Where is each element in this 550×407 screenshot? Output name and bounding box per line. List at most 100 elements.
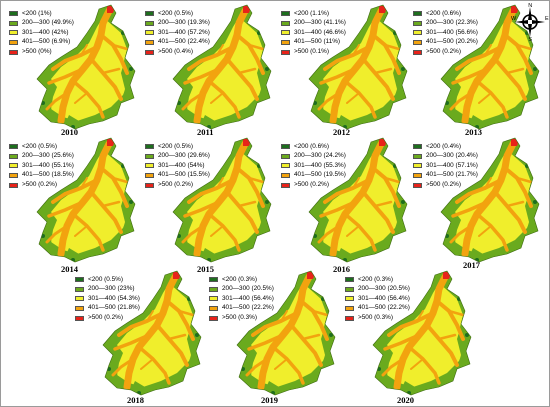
- map-panel-2015: <200 (0.5%) 200—300 (29.6%) 301—400 (54%) 4…: [139, 136, 275, 274]
- legend-row: <200 (0.5%): [75, 275, 140, 285]
- legend-row: 301—400 (42%): [9, 28, 74, 38]
- basin-map: [308, 4, 408, 130]
- legend-row: 200—300 (20.4%): [413, 152, 478, 162]
- zone-401-500: [387, 311, 435, 337]
- legend-label: 200—300 (20.5%): [222, 285, 274, 293]
- zone-401-500: [323, 45, 371, 71]
- map-legend: <200 (1%) 200—300 (49.9%) 301—400 (42%) 401…: [9, 9, 74, 57]
- legend-row: 301—400 (56.4%): [209, 294, 274, 304]
- map-legend: <200 (1.1%) 200—300 (41.1%) 301—400 (46.6%…: [281, 9, 346, 57]
- zone-401-500: [101, 200, 121, 208]
- zone-401-500: [515, 176, 533, 184]
- zone-401-500: [373, 67, 393, 75]
- zone-401-500: [343, 212, 377, 252]
- legend-row: 401—500 (18.5%): [9, 171, 74, 181]
- legend-row: 301—400 (56.4%): [345, 294, 410, 304]
- basin-shapes: [440, 4, 540, 130]
- legend-label: 401—500 (22.4%): [158, 38, 210, 46]
- legend-row: <200 (0.6%): [413, 9, 478, 19]
- legend-row: 301—400 (57.1%): [413, 161, 478, 171]
- legend-swatch: [413, 144, 422, 150]
- legend-swatch: [281, 163, 290, 169]
- map-legend: <200 (0.5%) 200—300 (29.6%) 301—400 (54%) 4…: [145, 142, 210, 190]
- zone-401-500: [271, 345, 305, 385]
- legend-row: 401—500 (22.2%): [345, 304, 410, 314]
- zone-200-300: [173, 198, 193, 222]
- zone-401-500: [317, 91, 341, 111]
- legend-swatch: [281, 30, 290, 36]
- legend-label: <200 (0.5%): [88, 275, 123, 283]
- south-label: S: [528, 37, 532, 41]
- year-label: 2014: [61, 264, 78, 274]
- zone-401-500: [247, 333, 285, 351]
- zone-200-300: [373, 331, 393, 355]
- legend-row: <200 (0.3%): [345, 275, 410, 285]
- legend-swatch: [413, 40, 422, 46]
- zone-200-300: [309, 198, 329, 222]
- zone-401-500: [99, 166, 129, 208]
- zone-200-300: [309, 65, 329, 89]
- legend-label: >500 (0.2%): [158, 180, 193, 188]
- legend-swatch: [281, 182, 290, 188]
- zone-401-500: [451, 67, 489, 85]
- zone-below-200: [265, 67, 269, 71]
- legend-label: 301—400 (56.4%): [358, 294, 410, 302]
- legend-label: 200—300 (22.3%): [426, 19, 478, 27]
- legend-row: 301—400 (56.6%): [413, 28, 478, 38]
- zone-401-500: [437, 333, 457, 341]
- basin-outline: [36, 137, 136, 263]
- zone-401-500: [187, 178, 235, 204]
- legend-row: <200 (0.6%): [281, 142, 346, 152]
- legend-label: <200 (0.3%): [222, 275, 257, 283]
- north-arrow-icon: N S E W: [511, 3, 549, 41]
- zone-401-500: [383, 43, 401, 51]
- legend-swatch: [281, 144, 290, 150]
- legend-row: >500 (0%): [9, 47, 74, 57]
- legend-swatch: [209, 277, 218, 283]
- legend-row: 401—500 (20.2%): [413, 38, 478, 48]
- zone-401-500: [101, 67, 121, 75]
- zone-401-500: [137, 345, 171, 385]
- legend-label: 401—500 (22.2%): [222, 304, 274, 312]
- legend-swatch: [9, 11, 18, 17]
- legend-label: 200—300 (24.2%): [294, 152, 346, 160]
- zone-401-500: [461, 140, 517, 258]
- legend-swatch: [413, 30, 422, 36]
- zone-401-500: [447, 309, 465, 317]
- zone-401-500: [257, 273, 313, 391]
- zone-401-500: [247, 43, 265, 51]
- legend-swatch: [209, 315, 218, 321]
- zone-401-500: [475, 79, 509, 119]
- zone-401-500: [383, 333, 421, 351]
- zone-401-500: [111, 176, 129, 184]
- zone-401-500: [407, 345, 441, 385]
- zone-401-500: [45, 224, 69, 244]
- legend-row: <200 (1%): [9, 9, 74, 19]
- legend-label: 301—400 (46.6%): [294, 28, 346, 36]
- legend-label: 200—300 (23%): [88, 285, 135, 293]
- map-legend: <200 (0.4%) 200—300 (20.4%) 301—400 (57.1%…: [413, 142, 478, 190]
- zone-401-500: [237, 200, 257, 208]
- zone-below-200: [465, 333, 469, 337]
- legend-row: 200—300 (20.5%): [345, 285, 410, 295]
- legend-row: 401—500 (15.5%): [145, 171, 210, 181]
- zone-401-500: [210, 92, 224, 104]
- legend-label: <200 (0.3%): [358, 275, 393, 283]
- zone-401-500: [80, 44, 88, 56]
- legend-row: 200—300 (41.1%): [281, 19, 346, 29]
- zone-401-500: [113, 333, 151, 351]
- legend-swatch: [345, 315, 354, 321]
- zone-401-500: [71, 79, 105, 119]
- zone-401-500: [319, 200, 357, 218]
- legend-label: >500 (0.4%): [158, 47, 193, 55]
- legend-label: 200—300 (25.6%): [22, 152, 74, 160]
- zone-401-500: [503, 166, 533, 208]
- legend-swatch: [75, 296, 84, 302]
- zone-401-500: [177, 309, 195, 317]
- basin-shapes: [102, 270, 202, 396]
- map-legend: <200 (0.6%) 200—300 (22.3%) 301—400 (56.6%…: [413, 9, 478, 57]
- zone-401-500: [475, 212, 509, 252]
- zone-401-500: [329, 140, 385, 258]
- zone-below-200: [265, 200, 269, 204]
- basin-map: [308, 137, 408, 263]
